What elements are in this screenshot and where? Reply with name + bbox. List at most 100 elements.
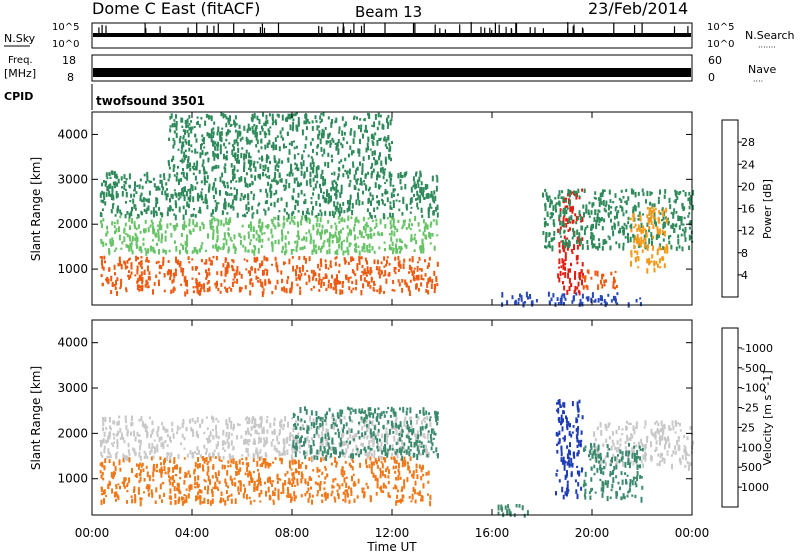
range-gate-cell [239, 480, 242, 486]
range-gate-cell [111, 203, 114, 209]
range-gate-cell [168, 166, 171, 170]
range-gate-cell [343, 257, 346, 261]
range-gate-cell [185, 488, 188, 491]
range-gate-cell [144, 219, 147, 224]
range-gate-cell [230, 180, 233, 184]
range-gate-cell [577, 281, 580, 287]
range-gate-cell [297, 439, 300, 444]
range-gate-cell [662, 212, 665, 217]
range-gate-cell [341, 130, 344, 136]
range-gate-cell [223, 142, 226, 147]
range-gate-cell [249, 168, 252, 172]
range-gate-cell [366, 453, 369, 460]
range-gate-cell [684, 236, 687, 242]
range-gate-cell [115, 433, 118, 437]
range-gate-cell [399, 251, 401, 254]
range-gate-cell [325, 263, 327, 269]
range-gate-cell [320, 233, 322, 240]
range-gate-cell [118, 234, 121, 241]
range-gate-cell [299, 286, 302, 290]
range-gate-cell [187, 493, 190, 499]
range-gate-cell [251, 115, 254, 120]
range-gate-cell [340, 184, 343, 190]
range-gate-cell [230, 187, 232, 190]
range-gate-cell [598, 210, 601, 213]
range-gate-cell [252, 212, 255, 215]
range-gate-cell [120, 212, 123, 216]
range-gate-cell [300, 494, 303, 498]
range-gate-cell [601, 226, 604, 231]
range-gate-cell [214, 481, 217, 488]
range-gate-cell [99, 192, 102, 198]
range-gate-cell [270, 228, 273, 234]
range-gate-cell [109, 238, 112, 245]
range-gate-cell [245, 172, 248, 176]
range-gate-cell [143, 173, 146, 177]
range-gate-cell [387, 475, 390, 479]
range-gate-cell [404, 183, 407, 190]
range-gate-cell [202, 456, 205, 461]
range-gate-cell [172, 155, 175, 161]
range-gate-cell [497, 504, 500, 511]
range-gate-cell [257, 247, 260, 254]
range-gate-cell [303, 200, 306, 205]
range-gate-cell [290, 284, 293, 290]
range-gate-cell [106, 438, 109, 443]
range-gate-cell [556, 297, 559, 301]
range-gate-cell [625, 188, 628, 193]
range-gate-cell [305, 281, 308, 286]
range-gate-cell [290, 454, 293, 461]
range-gate-cell [208, 259, 211, 262]
range-gate-cell [231, 202, 234, 206]
range-gate-cell [252, 453, 255, 458]
range-gate-cell [363, 180, 365, 183]
range-gate-cell [157, 185, 160, 191]
range-gate-cell [183, 224, 186, 231]
range-gate-cell [399, 476, 402, 480]
range-gate-cell [140, 249, 143, 254]
range-gate-cell [105, 427, 108, 430]
range-gate-cell [176, 172, 179, 176]
range-gate-cell [413, 236, 416, 241]
range-gate-cell [229, 464, 232, 468]
range-gate-cell [566, 289, 569, 295]
range-gate-cell [243, 166, 245, 172]
nsky-spike [515, 23, 517, 33]
range-gate-cell [197, 290, 200, 295]
range-gate-cell [357, 195, 360, 201]
range-gate-cell [560, 196, 563, 200]
range-gate-cell [408, 438, 411, 444]
range-gate-cell [121, 432, 124, 439]
range-gate-cell [616, 292, 619, 296]
range-gate-cell [375, 222, 378, 228]
range-gate-cell [118, 256, 121, 262]
range-gate-cell [566, 461, 569, 466]
range-gate-cell [390, 246, 393, 251]
range-gate-cell [298, 256, 301, 260]
range-gate-cell [124, 261, 127, 266]
range-gate-cell [549, 198, 552, 204]
range-gate-cell [302, 425, 304, 430]
range-gate-cell [137, 490, 140, 495]
range-gate-cell [594, 270, 597, 276]
range-gate-cell [567, 423, 570, 427]
range-gate-cell [334, 419, 337, 423]
range-gate-cell [117, 205, 120, 212]
range-gate-cell [436, 453, 439, 459]
range-gate-cell [288, 460, 291, 467]
range-gate-cell [276, 199, 279, 203]
range-gate-cell [407, 445, 410, 450]
range-gate-cell [408, 271, 410, 274]
range-gate-cell [300, 215, 303, 221]
range-gate-cell [157, 229, 159, 232]
range-gate-cell [187, 132, 190, 138]
range-gate-cell [103, 445, 106, 450]
range-gate-cell [570, 472, 573, 478]
range-gate-cell [160, 466, 163, 472]
range-gate-cell [578, 195, 581, 198]
range-gate-cell [390, 118, 393, 122]
range-gate-cell [557, 273, 560, 279]
range-gate-cell [310, 197, 313, 200]
range-gate-cell [258, 479, 260, 485]
range-gate-cell [123, 485, 126, 489]
